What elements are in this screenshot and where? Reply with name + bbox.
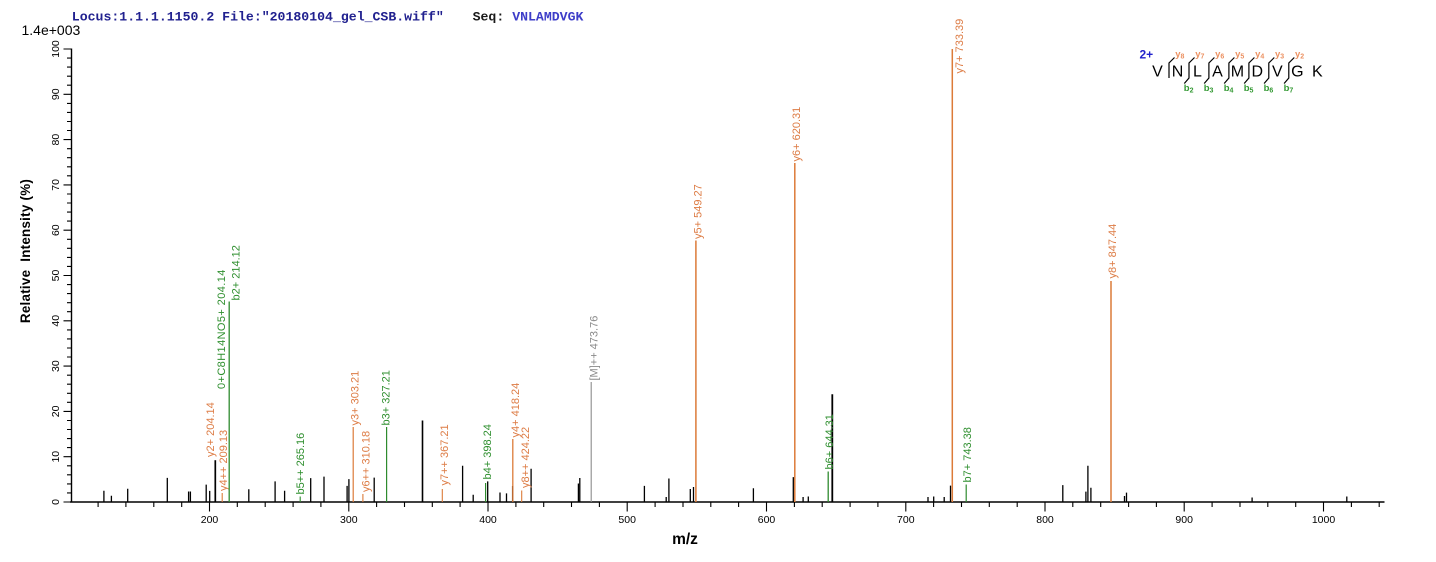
svg-text:y3: y3 — [1275, 49, 1284, 61]
svg-text:b5: b5 — [1244, 83, 1254, 95]
svg-text:b7+ 743.38: b7+ 743.38 — [962, 427, 974, 482]
svg-text:A: A — [1212, 64, 1223, 81]
svg-text:500: 500 — [618, 514, 636, 526]
svg-text:b2: b2 — [1184, 83, 1194, 95]
svg-text:m/z: m/z — [672, 531, 698, 548]
svg-text:0: 0 — [50, 499, 62, 505]
svg-text:D: D — [1252, 64, 1264, 81]
svg-text:50: 50 — [50, 270, 62, 282]
svg-text:b6+ 644.31: b6+ 644.31 — [824, 414, 836, 469]
svg-text:1.4e+003: 1.4e+003 — [22, 22, 81, 38]
svg-text:400: 400 — [479, 514, 497, 526]
svg-text:100: 100 — [50, 40, 62, 58]
svg-text:y5: y5 — [1235, 49, 1244, 61]
svg-text:L: L — [1193, 64, 1202, 81]
svg-text:20: 20 — [50, 405, 62, 417]
svg-text:N: N — [1172, 64, 1184, 81]
svg-text:b3: b3 — [1204, 83, 1214, 95]
svg-text:y3+ 303.21: y3+ 303.21 — [350, 371, 362, 426]
svg-text:VNLAMDVGK: VNLAMDVGK — [512, 10, 583, 25]
svg-text:Locus:1.1.1.1150.2 File:"20180: Locus:1.1.1.1150.2 File:"20180104_gel_CS… — [72, 10, 444, 25]
svg-text:600: 600 — [758, 514, 776, 526]
svg-text:[M]++ 473.76: [M]++ 473.76 — [589, 316, 601, 381]
svg-text:G: G — [1291, 64, 1303, 81]
svg-text:40: 40 — [50, 315, 62, 327]
svg-text:y7+ 733.39: y7+ 733.39 — [954, 19, 966, 74]
svg-text:y6: y6 — [1215, 49, 1224, 61]
svg-text:y4+ 418.24: y4+ 418.24 — [510, 383, 522, 438]
svg-text:y6+ 620.31: y6+ 620.31 — [791, 107, 803, 162]
svg-text:b5++ 265.16: b5++ 265.16 — [295, 433, 307, 495]
svg-text:2+: 2+ — [1140, 48, 1154, 62]
svg-text:b3+ 327.21: b3+ 327.21 — [381, 370, 393, 425]
svg-text:1000: 1000 — [1312, 514, 1336, 526]
svg-text:800: 800 — [1036, 514, 1054, 526]
svg-text:y5+ 549.27: y5+ 549.27 — [693, 184, 705, 239]
svg-text:b7: b7 — [1284, 83, 1294, 95]
svg-text:y4++ 209.13: y4++ 209.13 — [218, 430, 230, 491]
svg-text:b4+ 398.24: b4+ 398.24 — [482, 424, 494, 479]
svg-text:y8++ 424.22: y8++ 424.22 — [520, 427, 532, 488]
svg-text:K: K — [1312, 64, 1323, 81]
svg-text:60: 60 — [50, 224, 62, 236]
svg-text:y2: y2 — [1295, 49, 1304, 61]
svg-text:30: 30 — [50, 360, 62, 372]
svg-text:y8: y8 — [1175, 49, 1184, 61]
svg-text:b4: b4 — [1224, 83, 1234, 95]
svg-text:y8+ 847.44: y8+ 847.44 — [1107, 224, 1119, 279]
svg-text:Seq:: Seq: — [473, 10, 505, 25]
svg-text:M: M — [1231, 64, 1244, 81]
svg-text:Relative Intensity (%): Relative Intensity (%) — [18, 179, 33, 323]
svg-text:90: 90 — [50, 88, 62, 100]
svg-text:70: 70 — [50, 179, 62, 191]
svg-text:80: 80 — [50, 134, 62, 146]
svg-text:y7++ 367.21: y7++ 367.21 — [439, 424, 451, 485]
svg-text:V: V — [1272, 64, 1283, 81]
svg-text:b6: b6 — [1264, 83, 1274, 95]
svg-text:y4: y4 — [1255, 49, 1264, 61]
svg-text:y6++ 310.18: y6++ 310.18 — [361, 431, 373, 492]
svg-text:900: 900 — [1175, 514, 1193, 526]
svg-text:V: V — [1152, 64, 1163, 81]
svg-text:y7: y7 — [1195, 49, 1204, 61]
svg-text:y2+ 204.14: y2+ 204.14 — [205, 402, 217, 457]
svg-text:200: 200 — [201, 514, 219, 526]
svg-text:700: 700 — [897, 514, 915, 526]
svg-text:10: 10 — [50, 451, 62, 463]
svg-text:0+C8H14NO5+ 204.14: 0+C8H14NO5+ 204.14 — [216, 269, 228, 389]
svg-text:b2+ 214.12: b2+ 214.12 — [230, 245, 242, 300]
svg-text:300: 300 — [340, 514, 358, 526]
